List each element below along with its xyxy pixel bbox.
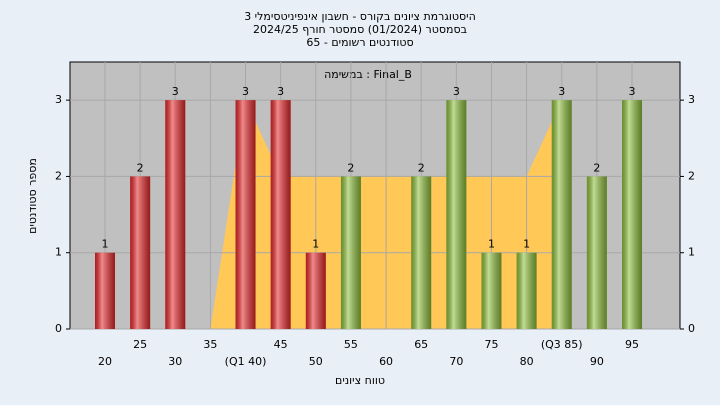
x-tick-label: 70 [449, 355, 463, 368]
bar-shade [305, 252, 326, 329]
bar-label: 3 [172, 85, 179, 98]
bar-shade [235, 100, 256, 330]
bar-label: 3 [629, 85, 636, 98]
bar-label: 2 [593, 161, 600, 174]
y2-tick-label: 1 [688, 246, 695, 259]
bar-label: 3 [453, 85, 460, 98]
x-tick-label: 55 [344, 338, 358, 351]
x-tick-label: 50 [309, 355, 323, 368]
bar-label: 1 [488, 238, 495, 251]
bar-label: 1 [312, 238, 319, 251]
x-axis-label: טווח ציונים [335, 374, 385, 387]
y-axis-label: מספר סטודנטים [26, 158, 39, 234]
x-tick-label: (Q1 40) [225, 355, 267, 368]
legend-label: Final_B : במשימה [324, 68, 412, 81]
bar-label: 3 [558, 85, 565, 98]
x-tick-label: 80 [520, 355, 534, 368]
bar-shade [95, 252, 115, 329]
y-tick-label: 2 [55, 169, 62, 182]
x-tick-label: 95 [625, 338, 639, 351]
bar-shade [481, 252, 502, 329]
chart-subtitle: סטודנטים רשומים - 65 [306, 36, 413, 49]
y2-tick-label: 0 [688, 322, 695, 335]
bar-shade [446, 100, 467, 330]
y-tick-label: 0 [55, 322, 62, 335]
x-tick-label: 30 [168, 355, 182, 368]
bar-shade [270, 100, 291, 330]
y2-tick-label: 3 [688, 93, 695, 106]
bar-label: 2 [418, 161, 425, 174]
x-tick-label: 75 [484, 338, 498, 351]
y-tick-label: 1 [55, 246, 62, 259]
bar-label: 2 [137, 161, 144, 174]
x-tick-label: 20 [98, 355, 112, 368]
bar-shade [411, 176, 432, 329]
bar-label: 2 [347, 161, 354, 174]
y2-tick-label: 2 [688, 169, 695, 182]
x-tick-label: 60 [379, 355, 393, 368]
x-tick-label: 90 [590, 355, 604, 368]
x-tick-label: 25 [133, 338, 147, 351]
bar-shade [165, 100, 186, 330]
bar-shade [551, 100, 572, 330]
bar-label: 3 [242, 85, 249, 98]
bar-shade [340, 176, 361, 329]
bar-shade [130, 176, 151, 329]
bar-label: 3 [277, 85, 284, 98]
chart-title: היסטוגרמת ציונים בקורס - חשבון אינפיניטס… [244, 10, 476, 23]
bar-shade [586, 176, 607, 329]
bar-shade [516, 252, 537, 329]
x-tick-label: 45 [274, 338, 288, 351]
x-tick-label: (Q3 85) [541, 338, 583, 351]
y-tick-label: 3 [55, 93, 62, 106]
x-tick-label: 35 [203, 338, 217, 351]
chart-subtitle: בסמסטר (01/2024) סמסטר חורף 2024/25 [253, 23, 467, 36]
bar-shade [622, 100, 642, 330]
bar-label: 1 [523, 238, 530, 251]
bar-label: 1 [102, 238, 109, 251]
x-tick-label: 65 [414, 338, 428, 351]
